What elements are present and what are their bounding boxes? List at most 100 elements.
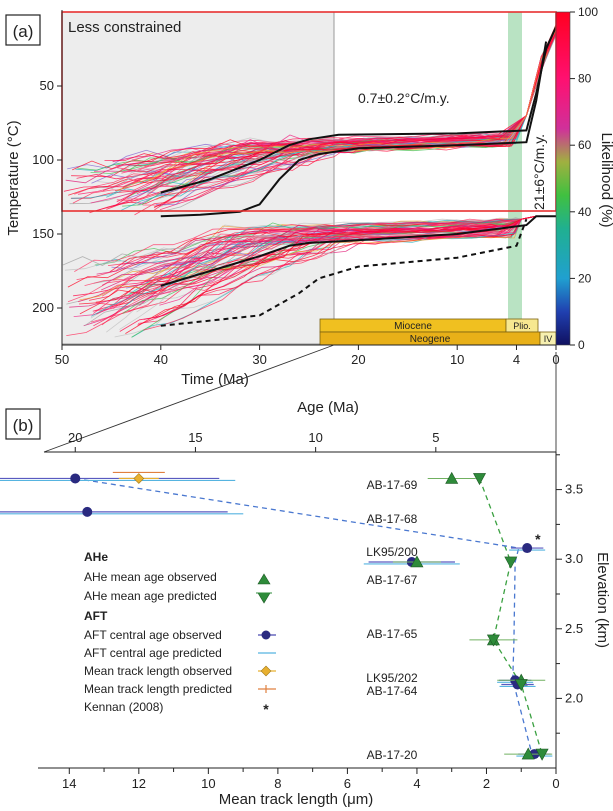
legend-aft-observed-marker: [261, 630, 271, 640]
panel-a-y-title: Temperature (°C): [5, 120, 22, 235]
age-tick-label: 15: [188, 430, 202, 445]
panel-a-x-title: Time (Ma): [181, 371, 249, 388]
mtl-axis-title: Mean track length (μm): [219, 791, 374, 808]
tt-path: [67, 215, 537, 303]
legend-ahe-predicted-marker: [257, 592, 271, 604]
legend-ahe-observed: AHe mean age observed: [84, 570, 217, 584]
mtl-axis-ticks: 14 12 10 8 6 4 2 0: [62, 768, 560, 791]
legend-mtl-predicted: Mean track length predicted: [84, 682, 232, 696]
colorbar-tick-label: 100: [578, 5, 598, 19]
tt-path: [137, 215, 537, 326]
timescale-quaternary-label: IV: [544, 334, 553, 344]
sample-label-lk95-202: LK95/202: [366, 671, 418, 685]
aft-observed-marker: [70, 473, 81, 484]
colorbar-tick-label: 20: [578, 271, 592, 285]
tt-path: [93, 215, 537, 314]
sample-markers: *: [0, 471, 553, 761]
upper-rate-annotation: 0.7±0.2°C/m.y.: [358, 90, 450, 106]
x-tick-label: 30: [252, 352, 266, 367]
colorbar-tick-label: 80: [578, 72, 592, 86]
less-constrained-label: Less constrained: [68, 19, 181, 36]
legend-ahe-predicted: AHe mean age predicted: [84, 589, 217, 603]
legend-ahe-observed-marker: [257, 573, 271, 585]
tt-path: [96, 215, 537, 275]
ahe-predicted-marker: [535, 748, 549, 761]
aft-observed-marker: [522, 543, 533, 554]
x-tick-label: 50: [55, 352, 69, 367]
ahe-predicted-marker: [504, 556, 518, 569]
legend-mtl-observed-marker: [260, 665, 272, 677]
age-tick-label: 20: [68, 430, 82, 445]
tt-path: [159, 35, 556, 199]
series-lower-envelope-dashed: [160, 218, 528, 327]
ahe-observed-marker: [445, 471, 459, 484]
y-tick-label: 200: [32, 300, 54, 315]
elevation-axis-title: Elevation (km): [594, 552, 611, 648]
legend-kennan-marker: *: [263, 701, 269, 717]
ahe-predicted-marker: [473, 473, 487, 486]
age-tick-label: 10: [308, 430, 322, 445]
panel-b: (b) Age (Ma) 20 15 10 5 14 12 10 8 6 4 2 0 Mean tr…: [0, 399, 611, 808]
elev-tick-label: 3.0: [565, 551, 583, 566]
panel-b-label: (b): [13, 416, 34, 435]
x-tick-label: 20: [351, 352, 365, 367]
tt-path: [67, 215, 537, 288]
sample-label-ab-17-65: AB-17-65: [367, 627, 418, 641]
connector-left: [43, 344, 335, 453]
sample-label-ab-17-67: AB-17-67: [367, 573, 418, 587]
series-upper-weighted: [160, 41, 548, 218]
elev-tick-label: 3.5: [565, 482, 583, 497]
age-tick-label: 5: [432, 430, 439, 445]
mtl-tick-label: 10: [201, 776, 215, 791]
legend-aft-title: AFT: [84, 609, 108, 623]
legend-mtl-observed: Mean track length observed: [84, 664, 232, 678]
sample-label-ab-17-68: AB-17-68: [367, 512, 418, 526]
lower-rate-annotation: 21±6°C/m.y.: [531, 134, 547, 210]
legend: AHe AHe mean age observed AHe mean age p…: [84, 550, 276, 717]
age-axis-ticks: 20 15 10 5: [68, 430, 439, 452]
elev-tick-label: 2.5: [565, 621, 583, 636]
timescale-pliocene-label: Plio.: [513, 321, 531, 331]
tt-path: [120, 215, 537, 310]
best-fit-paths: [160, 26, 556, 327]
y-tick-label: 150: [32, 226, 54, 241]
kennan-marker: *: [535, 531, 541, 547]
y-tick-label: 100: [32, 152, 54, 167]
age-axis-title: Age (Ma): [297, 399, 359, 416]
x-tick-label: 10: [450, 352, 464, 367]
tt-path: [101, 215, 537, 291]
y-tick-label: 50: [40, 78, 54, 93]
tt-path: [131, 215, 537, 338]
pliocene-band: [508, 12, 522, 344]
x-tick-label: 40: [154, 352, 168, 367]
legend-aft-observed: AFT central age observed: [84, 628, 222, 642]
colorbar-tick-label: 0: [578, 338, 585, 352]
mtl-tick-label: 2: [483, 776, 490, 791]
legend-aft-predicted: AFT central age predicted: [84, 646, 222, 660]
panel-a: (a) Less constrained 0.7±0.2°C/m.y. 21±6…: [5, 5, 613, 388]
tt-path: [120, 215, 537, 265]
sample-label-ab-17-69: AB-17-69: [367, 478, 418, 492]
ahe-observed-marker: [410, 555, 424, 568]
mtl-tick-label: 4: [413, 776, 420, 791]
mtl-tick-label: 0: [552, 776, 559, 791]
series-lower-best: [160, 215, 556, 287]
colorbar-title: Likelihood (%): [598, 132, 613, 227]
panel-a-label-box: [5, 14, 41, 46]
elevation-axis-ticks: 3.5 3.0 2.5 2.0: [556, 454, 583, 734]
colorbar-tick-label: 60: [578, 138, 592, 152]
panel-a-label: (a): [13, 22, 34, 41]
tt-path: [125, 215, 537, 334]
mtl-tick-label: 14: [62, 776, 76, 791]
sample-label-ab-17-20: AB-17-20: [367, 748, 418, 762]
sample-label-lk95-200: LK95/200: [366, 545, 418, 559]
ahe-predicted-marker: [486, 634, 500, 647]
mtl-tick-label: 8: [274, 776, 281, 791]
colorbar: [555, 11, 571, 346]
x-tick-label: 4: [513, 352, 520, 367]
tt-path: [63, 31, 556, 192]
tt-path: [101, 215, 537, 326]
legend-ahe-title: AHe: [84, 550, 108, 564]
legend-kennan: Kennan (2008): [84, 700, 163, 714]
